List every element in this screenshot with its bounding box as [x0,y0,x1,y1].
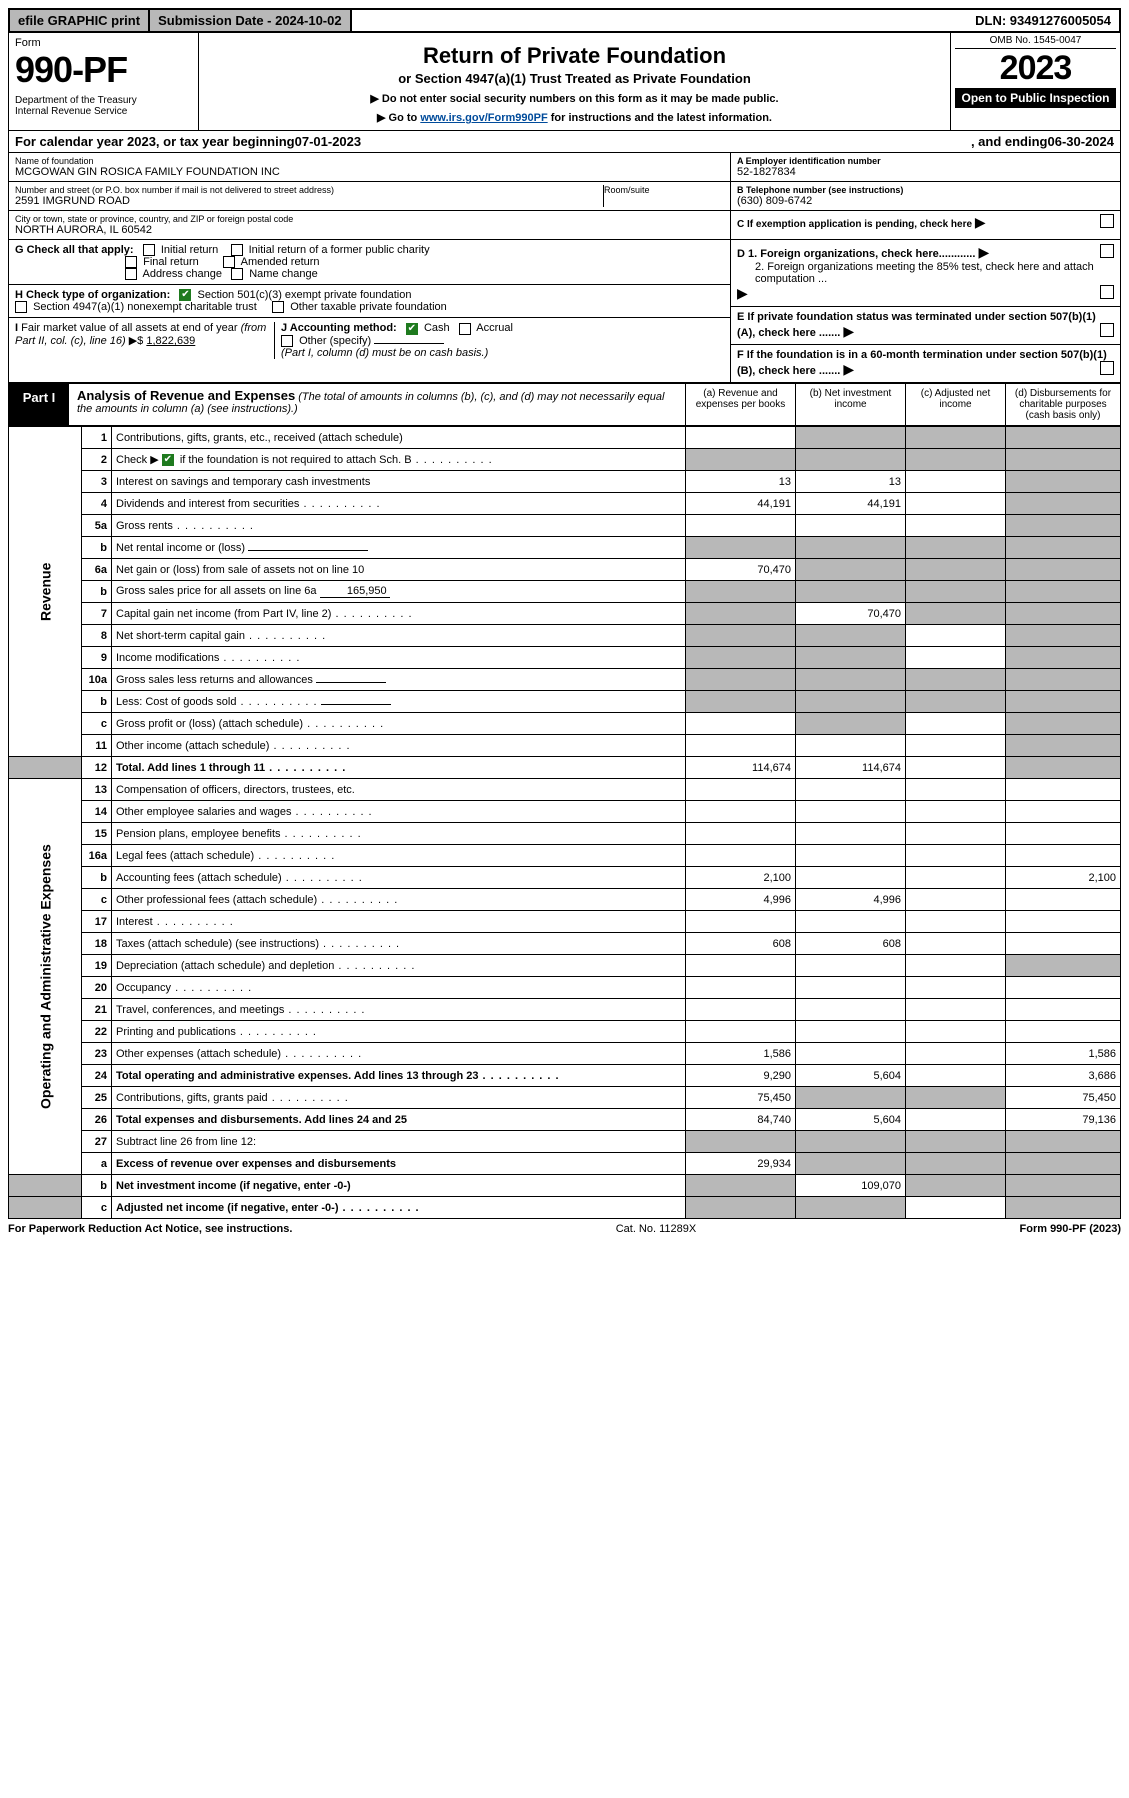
dln-label: DLN: 93491276005054 [967,10,1119,31]
header-right: OMB No. 1545-0047 2023 Open to Public In… [950,33,1120,130]
submission-date: Submission Date - 2024-10-02 [150,10,352,31]
addr-label: Number and street (or P.O. box number if… [15,185,603,195]
note-link: ▶ Go to www.irs.gov/Form990PF for instru… [205,111,944,124]
d1-checkbox[interactable] [1100,244,1114,258]
h-501c3-checkbox[interactable]: ✔ [179,289,191,301]
d2-checkbox[interactable] [1100,285,1114,299]
name-label: Name of foundation [15,156,724,166]
year-end: 06-30-2024 [1048,134,1115,149]
part1-header: Part I Analysis of Revenue and Expenses … [8,383,1121,426]
revenue-section-label: Revenue [9,427,82,757]
schb-checkbox[interactable]: ✔ [162,454,174,466]
e-checkbox[interactable] [1100,323,1114,337]
h-other-checkbox[interactable] [272,301,284,313]
g-name-checkbox[interactable] [231,268,243,280]
j-cash-checkbox[interactable]: ✔ [406,323,418,335]
foundation-city: NORTH AURORA, IL 60542 [15,224,724,236]
entity-info: Name of foundation MCGOWAN GIN ROSICA FA… [8,153,1121,240]
ein-value: 52-1827834 [737,166,1114,178]
dept-label: Department of the TreasuryInternal Reven… [15,95,192,117]
fmv-value: 1,822,639 [146,335,195,347]
footer-mid: Cat. No. 11289X [292,1223,1019,1235]
part1-title: Analysis of Revenue and Expenses (The to… [69,384,685,425]
tax-year: 2023 [955,49,1116,88]
part1-tab: Part I [9,384,69,425]
line6b-value: 165,950 [320,585,390,598]
header-left: Form 990-PF Department of the TreasuryIn… [9,33,199,130]
d1-row: D 1. Foreign organizations, check here..… [731,240,1120,307]
top-bar: efile GRAPHIC print Submission Date - 20… [8,8,1121,33]
room-label: Room/suite [604,185,724,195]
f-checkbox[interactable] [1100,361,1114,375]
form-subtitle: or Section 4947(a)(1) Trust Treated as P… [205,71,944,86]
year-begin: 07-01-2023 [295,134,362,149]
form-title: Return of Private Foundation [205,43,944,69]
form-number: 990-PF [15,49,192,91]
e-row: E If private foundation status was termi… [731,307,1120,345]
form-header: Form 990-PF Department of the TreasuryIn… [8,33,1121,131]
col-b-header: (b) Net investment income [795,384,905,425]
irs-link[interactable]: www.irs.gov/Form990PF [420,112,547,124]
ij-row: I Fair market value of all assets at end… [9,318,730,362]
j-note: (Part I, column (d) must be on cash basi… [281,347,488,359]
foundation-addr: 2591 IMGRUND ROAD [15,195,603,207]
g-row: G Check all that apply: Initial return I… [9,240,730,285]
g-final-checkbox[interactable] [125,256,137,268]
ein-label: A Employer identification number [737,156,1114,166]
city-label: City or town, state or province, country… [15,214,724,224]
footer: For Paperwork Reduction Act Notice, see … [8,1219,1121,1235]
g-amended-checkbox[interactable] [223,256,235,268]
h-row: H Check type of organization: ✔ Section … [9,285,730,318]
g-address-checkbox[interactable] [125,268,137,280]
j-other-input[interactable] [374,343,444,344]
omb-number: OMB No. 1545-0047 [955,35,1116,49]
arrow-icon: ▶ [975,214,986,230]
foundation-name: MCGOWAN GIN ROSICA FAMILY FOUNDATION INC [15,166,724,178]
tel-value: (630) 809-6742 [737,195,1114,207]
g-initial-public-checkbox[interactable] [231,244,243,256]
footer-right: Form 990-PF (2023) [1020,1223,1122,1235]
tel-label: B Telephone number (see instructions) [737,185,1114,195]
calendar-year-row: For calendar year 2023, or tax year begi… [8,131,1121,153]
h-4947-checkbox[interactable] [15,301,27,313]
g-initial-checkbox[interactable] [143,244,155,256]
j-accrual-checkbox[interactable] [459,323,471,335]
opex-section-label: Operating and Administrative Expenses [9,779,82,1175]
part1-table: Revenue 1 Contributions, gifts, grants, … [8,426,1121,1219]
form-label: Form [15,37,192,49]
j-other-checkbox[interactable] [281,335,293,347]
c-label: C If exemption application is pending, c… [737,219,972,230]
open-public-badge: Open to Public Inspection [955,88,1116,108]
efile-label: efile GRAPHIC print [10,10,150,31]
col-a-header: (a) Revenue and expenses per books [685,384,795,425]
f-row: F If the foundation is in a 60-month ter… [731,345,1120,382]
ghj-block: G Check all that apply: Initial return I… [8,240,1121,383]
col-d-header: (d) Disbursements for charitable purpose… [1005,384,1120,425]
c-checkbox[interactable] [1100,214,1114,228]
col-c-header: (c) Adjusted net income [905,384,1005,425]
footer-left: For Paperwork Reduction Act Notice, see … [8,1223,292,1235]
note-ssn: ▶ Do not enter social security numbers o… [205,92,944,105]
header-mid: Return of Private Foundation or Section … [199,33,950,130]
